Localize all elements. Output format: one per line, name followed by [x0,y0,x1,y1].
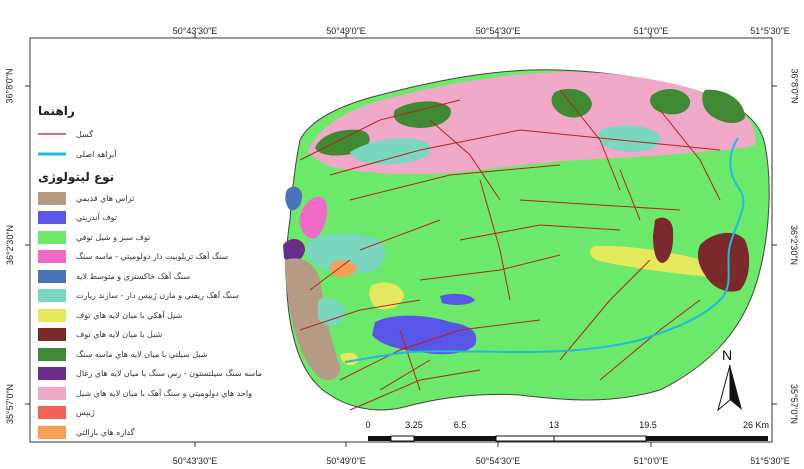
scalebar [368,435,768,442]
grid-label-right: 36°2'30"N [788,224,799,266]
legend-item-label: شيل سيلتي با ميان لايه هاي ماسه سنگ [76,349,208,359]
legend-item-label: سنگ آهک تريلوبيت دار دولوميتي - ماسه سنگ [76,252,229,261]
legend-item-label: شيل با ميان لايه هاي توف [76,330,163,339]
legend-item: سنگ آهک ريفتي و مارن ژيپس دار - سازند زي… [38,288,239,304]
legend-item: شيل سيلتي با ميان لايه هاي ماسه سنگ [38,346,208,362]
legend-item: واحد هاي دولوميتي و سنگ آهک با ميان لايه… [38,385,252,401]
legend-swatch [38,425,66,439]
unit-andesitic-tuff-2 [440,293,475,305]
lithology-title: نوع لیتولوژی [38,170,115,184]
legend-swatch [38,289,66,302]
legend-item-label: واحد هاي دولوميتي و سنگ آهک با ميان لايه… [76,388,252,398]
legend-swatch [38,230,66,244]
legend-river-label: آبراهه اصلی [76,149,117,159]
legend-item: سنگ آهک تريلوبيت دار دولوميتي - ماسه سنگ [38,249,228,265]
legend-item: ماسه سنگ سيلتستون - رس سنگ با ميان لايه … [38,366,262,382]
legend-fault-label: گسل [76,129,94,139]
legend-item: توف آندزيتي [38,210,117,226]
legend-item-label: گدازه هاي بازالتي [76,427,135,437]
legend-item: سنگ آهک خاکستري و متوسط لايه [38,268,190,284]
north-label: N [722,347,733,363]
unit-teal-lower [318,298,345,326]
legend-item-label: توف آندزيتي [76,213,118,222]
legend-item-label: شيل آهکي با ميان لايه هاي توف [76,310,183,320]
grid-label-bottom: 51°0'0"E [633,456,669,466]
grid-label-top: 51°5'30"E [750,26,790,36]
legend-swatch [38,191,66,205]
unit-red-shale-1 [653,217,674,263]
grid-label-bottom: 51°5'30"E [750,456,790,466]
grid-ticks [25,33,777,447]
legend-swatch [38,308,66,322]
legend-swatch [38,367,66,380]
grid-label-left: 36°8'0"N [4,68,15,104]
legend-swatch [38,269,66,283]
unit-darkgreen-4 [650,88,691,115]
legend-swatch [38,250,66,263]
faults [299,89,721,411]
legend-swatch [38,347,66,361]
unit-teal-1 [350,138,431,165]
scale-label: 26 Km [742,420,770,430]
legend-item-label: ژيپس [76,408,95,417]
unit-teal-2 [598,125,661,152]
legend-swatch [38,406,66,419]
scale-label: 0 [365,420,371,430]
legend-river-row: آبراهه اصلی [38,146,116,162]
legend-swatch [38,386,66,400]
grid-label-left: 36°2'30"N [5,224,16,266]
unit-darkgreen-3 [551,88,592,118]
legend-item: توف سبز و شيل توفي [38,229,150,245]
unit-yellow-shale-1 [369,282,404,310]
grid-label-left: 35°57'0"N [5,383,16,425]
scale-label: 3.25 [405,420,423,430]
grid-label-bottom: 50°43'30"E [172,456,218,466]
grid-label-bottom: 50°54'30"E [475,456,521,466]
main-river [344,137,745,363]
unit-andesitic-tuff-1 [372,315,477,355]
unit-yellow-shale-3 [340,352,359,366]
unit-tan-terrace [284,258,341,381]
unit-darkgreen-2 [393,101,451,128]
legend-item-label: ماسه سنگ سيلتستون - رس سنگ با ميان لايه … [76,369,262,378]
geology-map [283,69,770,411]
scale-label: 13 [548,420,560,430]
legend-item-label: تراس هاي قديمي [76,193,135,203]
legend-item: تراس هاي قديمي [38,190,134,206]
unit-darkgreen-5 [702,89,745,124]
legend-item: شيل آهکي با ميان لايه هاي توف [38,307,182,323]
grid-label-right: 35°57'0"N [788,383,799,425]
legend-fault-row: گسل [38,126,93,142]
grid-label-bottom: 50°49'0"E [326,456,366,466]
unit-red-shale-2 [697,232,750,292]
legend-item-label: سنگ آهک خاکستري و متوسط لايه [76,271,191,281]
grid-label-right: 36°8'0"N [789,68,800,104]
unit-purple [283,238,305,263]
unit-blue-limestone [285,186,303,211]
grid-label-top: 50°49'0"E [326,26,366,36]
legend-swatch [38,328,66,341]
legend-item: ژيپس [38,405,95,421]
grid-label-top: 50°54'30"E [475,26,521,36]
legend-item-label: سنگ آهک ريفتي و مارن ژيپس دار - سازند زي… [76,291,239,300]
legend-item-label: توف سبز و شيل توفي [76,232,151,242]
legend-title: راهنما [38,104,75,118]
legend-swatch [38,211,66,224]
legend-item: شيل با ميان لايه هاي توف [38,327,162,343]
legend-graphics [38,133,66,156]
legend-item: گدازه هاي بازالتي [38,424,135,440]
north-arrow-icon [717,364,742,412]
unit-teal-left [306,234,386,274]
unit-orange-basalt [330,260,357,277]
grid-label-top: 50°43'30"E [172,26,218,36]
grid-label-top: 51°0'0"E [633,26,669,36]
unit-pink-magenta [299,196,327,239]
scale-label: 19.5 [639,420,657,430]
scale-label: 6.5 [453,420,467,430]
